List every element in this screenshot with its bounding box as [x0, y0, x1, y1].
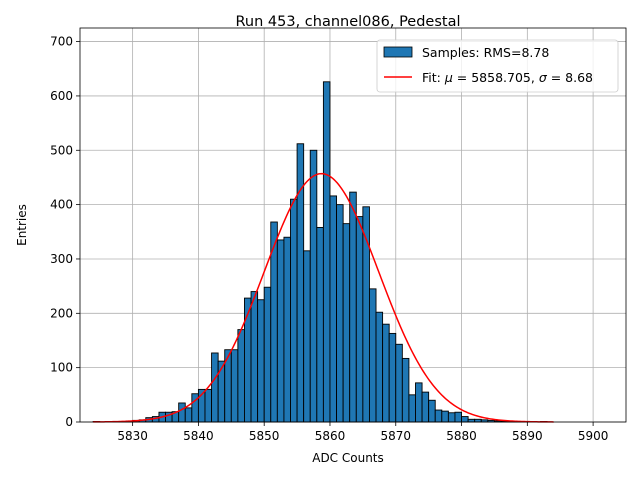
histogram-bar — [388, 332, 397, 423]
histogram-bar — [421, 391, 430, 423]
x-tick-label: 5860 — [315, 429, 346, 443]
histogram-bar — [408, 394, 416, 423]
y-axis-label: Entries — [15, 204, 29, 246]
histogram-bar — [441, 410, 449, 423]
histogram-bar — [336, 204, 344, 423]
histogram-bar — [230, 349, 239, 423]
histogram-bar — [355, 216, 364, 423]
legend: Samples: RMS=8.78 Fit: μ = 5858.705, σ =… — [376, 39, 619, 93]
y-tick-label: 0 — [65, 415, 73, 429]
histogram-bar — [461, 416, 469, 423]
x-tick-label: 5830 — [117, 429, 148, 443]
legend-fit-sigma-value: = 8.68 — [547, 70, 593, 85]
chart-title: Run 453, channel086, Pedestal — [235, 14, 460, 30]
y-axis-ticks: 0 100 200 300 400 500 600 700 — [50, 35, 80, 429]
plot-area-frame — [79, 27, 627, 423]
histogram-bar — [474, 418, 482, 423]
legend-fit-sigma-symbol: σ — [539, 70, 548, 85]
histogram-bar — [316, 226, 324, 423]
x-tick-label: 5870 — [380, 429, 411, 443]
x-tick-label: 5850 — [249, 429, 280, 443]
histogram-bar — [309, 149, 318, 423]
legend-samples-label: Samples: RMS=8.78 — [422, 45, 549, 60]
histogram-bar — [368, 288, 377, 423]
x-axis-label: ADC Counts — [312, 451, 384, 465]
histogram-bar — [434, 409, 443, 423]
histogram-bar — [217, 360, 226, 423]
histogram-bar — [178, 402, 186, 423]
legend-fit-prefix: Fit: — [422, 70, 445, 85]
fit-curve — [93, 172, 554, 423]
histogram-bar — [349, 191, 357, 423]
legend-fit-label: Fit: μ = 5858.705, σ = 8.68 — [422, 70, 593, 85]
histogram-bar — [401, 357, 410, 423]
x-tick-label: 5880 — [446, 429, 477, 443]
histogram-bar — [250, 291, 259, 423]
histogram-bar — [342, 223, 351, 423]
histogram-bar — [303, 250, 311, 423]
histogram-bar — [290, 198, 298, 423]
histogram-bar — [415, 382, 423, 423]
histogram-bar — [395, 343, 403, 423]
legend-fit-mu-value: = 5858.705, — [453, 70, 539, 85]
histogram-bar — [211, 352, 219, 423]
histogram-bar — [244, 297, 252, 423]
histogram-bar — [382, 323, 390, 423]
histogram-bar — [263, 286, 272, 423]
histogram-bar — [322, 81, 331, 423]
legend-samples-swatch — [383, 46, 413, 58]
x-tick-label: 5890 — [512, 429, 543, 443]
histogram-bar — [467, 418, 476, 423]
histogram-bar — [329, 195, 338, 423]
y-tick-label: 200 — [50, 306, 73, 320]
x-axis-ticks: 5830 5840 5850 5860 5870 5880 5890 5900 — [117, 422, 608, 443]
histogram-bar — [237, 329, 245, 423]
y-tick-label: 300 — [50, 252, 73, 266]
histogram-bar — [204, 388, 213, 423]
histogram-bar — [257, 299, 265, 423]
histogram-bar — [428, 399, 436, 423]
histogram-bar — [375, 311, 384, 423]
histogram-bar — [283, 236, 291, 423]
histogram-bar — [454, 411, 462, 423]
x-tick-label: 5900 — [578, 429, 609, 443]
histogram-bar — [447, 412, 456, 423]
y-tick-label: 100 — [50, 361, 73, 375]
y-tick-label: 400 — [50, 198, 73, 212]
histogram-bars — [92, 81, 548, 423]
histogram-bar — [184, 407, 193, 423]
histogram-bar — [276, 239, 285, 423]
legend-frame — [376, 39, 619, 93]
y-tick-label: 500 — [50, 143, 73, 157]
legend-fit-mu-symbol: μ — [444, 70, 453, 85]
x-tick-label: 5840 — [183, 429, 214, 443]
y-tick-label: 700 — [50, 35, 73, 49]
y-tick-label: 600 — [50, 89, 73, 103]
